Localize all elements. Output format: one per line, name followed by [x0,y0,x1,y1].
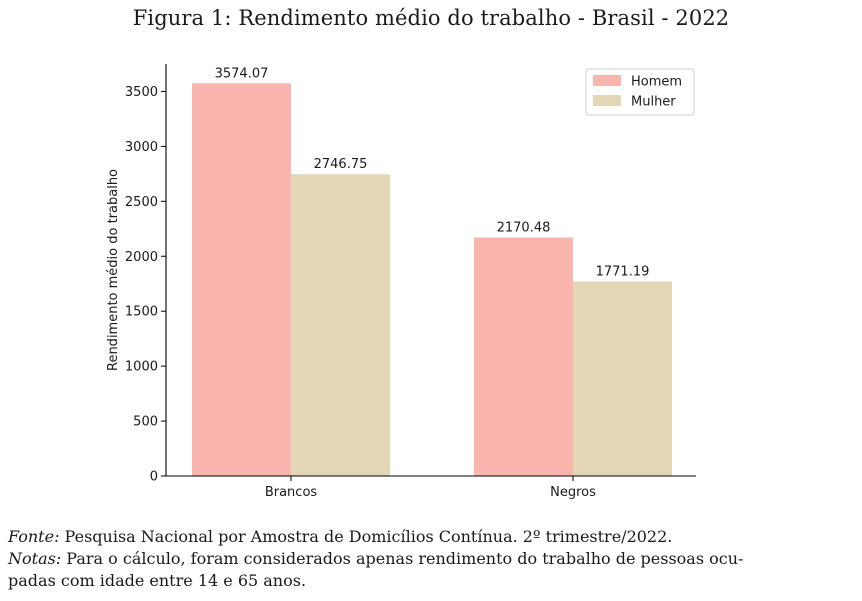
x-axis: Brancos Negros [166,475,696,500]
y-tick-label: 2500 [125,195,158,210]
data-labels-group: 3574.07 2170.48 2746.75 1771.19 [215,66,650,279]
legend-label-homem: Homem [631,75,682,90]
bar-mulher-negros [573,281,672,476]
figure-notes: Fonte: Pesquisa Nacional por Amostra de … [8,526,854,592]
legend-swatch-homem [593,75,621,86]
source-note: Fonte: Pesquisa Nacional por Amostra de … [8,526,854,548]
bar-homem-brancos [192,83,291,476]
x-tick-label-brancos: Brancos [265,485,318,500]
notes-label: Notas: [8,549,62,568]
source-text: Pesquisa Nacional por Amostra de Domicíl… [64,527,673,546]
legend-swatch-mulher [593,95,621,106]
y-tick-label: 1500 [125,305,158,320]
bars-group [192,83,672,476]
y-axis-label: Rendimento médio do trabalho [106,169,121,371]
notes-text-line2: padas com idade entre 14 e 65 anos. [8,571,307,590]
data-label-homem-brancos: 3574.07 [215,66,269,81]
y-tick-label: 500 [133,415,158,430]
legend: Homem Mulher [585,68,695,116]
y-tick-label: 2000 [125,250,158,265]
data-label-mulher-negros: 1771.19 [596,264,650,279]
data-label-mulher-brancos: 2746.75 [314,157,368,172]
source-label: Fonte: [8,527,60,546]
bar-homem-negros [474,237,573,476]
bar-mulher-brancos [291,174,390,476]
y-tick-label: 3500 [125,85,158,100]
figure-title: Figura 1: Rendimento médio do trabalho -… [132,6,730,30]
y-tick-label: 3000 [125,140,158,155]
y-tick-label: 1000 [125,360,158,375]
y-tick-label: 0 [150,470,158,485]
data-label-homem-negros: 2170.48 [497,221,551,236]
notes-note: Notas: Para o cálculo, foram considerado… [8,548,854,570]
notes-note-continuation: padas com idade entre 14 e 65 anos. [8,570,854,592]
x-tick-label-negros: Negros [550,485,596,500]
y-axis: 0 500 1000 1500 2000 2500 3000 3500 [125,64,167,485]
legend-label-mulher: Mulher [631,95,676,110]
bar-chart: 3574.07 2170.48 2746.75 1771.19 0 500 1000 150… [106,64,696,500]
notes-text-line1: Para o cálculo, foram considerados apena… [66,549,744,568]
